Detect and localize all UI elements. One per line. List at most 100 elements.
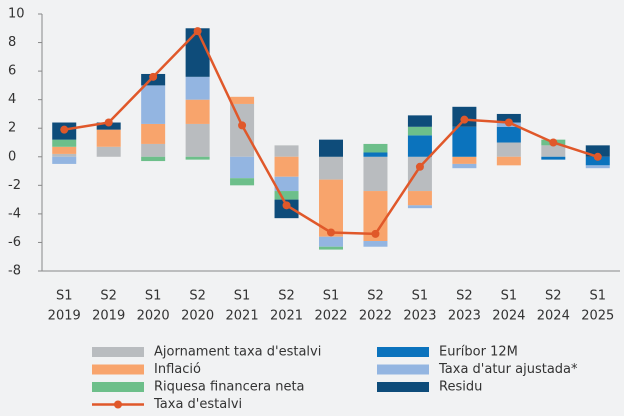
point bbox=[193, 27, 202, 36]
bar-segment bbox=[319, 236, 343, 247]
point bbox=[104, 118, 113, 127]
legend-label: Taxa d'atur ajustada* bbox=[438, 362, 578, 377]
bar-segment bbox=[230, 96, 255, 104]
bar-segment bbox=[141, 156, 166, 162]
bar-segment bbox=[407, 205, 432, 209]
point bbox=[415, 162, 424, 171]
bar-segment bbox=[274, 176, 299, 192]
bar-segment bbox=[230, 156, 255, 179]
x-tick-label: 2024 bbox=[492, 309, 525, 324]
point bbox=[327, 228, 335, 237]
legend-swatch bbox=[92, 364, 144, 375]
point bbox=[460, 115, 469, 124]
x-tick-label: 2022 bbox=[359, 309, 392, 324]
y-tick-label: -6 bbox=[8, 235, 21, 250]
point bbox=[549, 138, 558, 147]
bar-segment bbox=[185, 156, 210, 160]
x-tick-label: S2 bbox=[367, 289, 384, 304]
x-tick-label: 2023 bbox=[448, 309, 481, 324]
bar-segment bbox=[496, 126, 521, 143]
bar-segment bbox=[185, 99, 210, 124]
bar-segment bbox=[363, 241, 388, 247]
bar-segment bbox=[141, 143, 166, 157]
point bbox=[149, 72, 158, 81]
bar-segment bbox=[407, 156, 432, 192]
y-tick-label: 4 bbox=[8, 92, 16, 107]
legend-swatch bbox=[92, 382, 144, 392]
x-tick-label: 2019 bbox=[48, 309, 81, 324]
bar-segment bbox=[52, 139, 77, 147]
y-tick-label: -2 bbox=[8, 178, 21, 193]
bar-segment bbox=[541, 145, 566, 157]
y-tick-label: 6 bbox=[8, 64, 16, 79]
bar-segment bbox=[407, 191, 432, 206]
bar-segment bbox=[230, 178, 255, 186]
y-tick-label: 8 bbox=[8, 35, 16, 50]
bar-segment bbox=[274, 145, 299, 157]
bar-segment bbox=[496, 156, 521, 166]
bar-segment bbox=[141, 123, 166, 144]
bar-segment bbox=[96, 129, 121, 147]
x-tick-label: 2021 bbox=[270, 309, 303, 324]
bar-segment bbox=[319, 139, 343, 157]
y-tick-label: 10 bbox=[8, 7, 25, 22]
bar-segment bbox=[407, 126, 432, 136]
bar-segment bbox=[319, 246, 343, 250]
x-tick-label: S1 bbox=[501, 289, 518, 304]
bar-segment bbox=[141, 85, 166, 124]
bar-segment bbox=[274, 191, 299, 200]
x-tick-label: S2 bbox=[189, 289, 206, 304]
bar-segment bbox=[407, 135, 432, 157]
point bbox=[282, 201, 291, 210]
legend-swatch bbox=[377, 347, 429, 357]
bar-segment bbox=[185, 28, 210, 77]
bar-segment bbox=[52, 146, 77, 154]
legend-label: Riquesa financera neta bbox=[154, 380, 305, 395]
legend-swatch bbox=[92, 347, 144, 357]
legend-label: Taxa d'estalvi bbox=[153, 397, 242, 412]
bar-segment bbox=[185, 76, 210, 100]
x-tick-label: S1 bbox=[234, 289, 251, 304]
point bbox=[238, 121, 247, 130]
bar-segment bbox=[585, 165, 610, 169]
bar-segment bbox=[185, 123, 210, 157]
bar-segment bbox=[230, 103, 255, 157]
bar-segment bbox=[363, 156, 388, 192]
y-tick-label: 0 bbox=[8, 149, 16, 164]
bar-segment bbox=[452, 126, 477, 157]
y-tick-label: 2 bbox=[8, 121, 16, 136]
x-tick-label: 2025 bbox=[581, 309, 614, 324]
y-tick-label: -8 bbox=[8, 264, 21, 279]
x-tick-label: 2020 bbox=[181, 309, 214, 324]
legend-swatch bbox=[114, 400, 122, 409]
legend-label: Residu bbox=[439, 380, 482, 395]
bar-segment bbox=[363, 143, 388, 153]
bar-segment bbox=[52, 156, 77, 164]
bar-segment bbox=[363, 152, 388, 157]
bar-segment bbox=[496, 142, 521, 157]
legend-label: Euríbor 12M bbox=[439, 345, 518, 360]
legend-label: Inflació bbox=[154, 362, 201, 377]
legend-label: Ajornament taxa d'estalvi bbox=[154, 345, 321, 360]
x-tick-label: S1 bbox=[56, 289, 73, 304]
x-tick-label: S2 bbox=[100, 289, 117, 304]
legend-swatch bbox=[377, 364, 429, 375]
x-tick-label: 2022 bbox=[314, 309, 347, 324]
bar-segment bbox=[274, 156, 299, 177]
x-tick-label: S1 bbox=[145, 289, 162, 304]
bar-segment bbox=[96, 146, 121, 157]
bar-segment bbox=[452, 156, 477, 164]
bar-segment bbox=[52, 153, 77, 157]
bar-segment bbox=[585, 145, 610, 157]
x-tick-label: 2020 bbox=[137, 309, 170, 324]
bar-segment bbox=[496, 113, 521, 123]
point bbox=[371, 229, 380, 238]
bar-segment bbox=[541, 156, 566, 160]
x-tick-label: S2 bbox=[545, 289, 562, 304]
x-tick-label: S1 bbox=[323, 289, 340, 304]
bar-segment bbox=[585, 156, 610, 166]
bar-segment bbox=[452, 163, 477, 169]
x-tick-label: S1 bbox=[590, 289, 607, 304]
x-tick-label: S2 bbox=[456, 289, 473, 304]
